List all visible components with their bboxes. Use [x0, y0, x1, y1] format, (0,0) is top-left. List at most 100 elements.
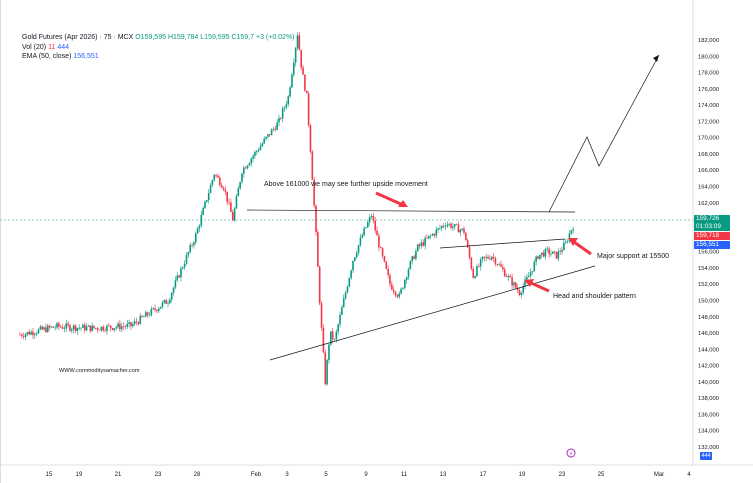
- candle-body[interactable]: [320, 303, 323, 328]
- candle-body[interactable]: [274, 128, 277, 130]
- candle-body[interactable]: [492, 256, 495, 259]
- candle-body[interactable]: [268, 134, 271, 136]
- candle-body[interactable]: [152, 308, 154, 309]
- candle-body[interactable]: [69, 325, 71, 331]
- candle-body[interactable]: [43, 327, 45, 330]
- candle-body[interactable]: [63, 328, 66, 330]
- candle-body[interactable]: [350, 270, 352, 278]
- candle-body[interactable]: [237, 188, 240, 197]
- candle-body[interactable]: [113, 328, 116, 330]
- candle-body[interactable]: [176, 275, 179, 281]
- candle-body[interactable]: [244, 167, 247, 169]
- candle-body[interactable]: [468, 247, 471, 258]
- candle-body[interactable]: [204, 201, 206, 208]
- candle-body[interactable]: [476, 266, 478, 277]
- candle-body[interactable]: [293, 62, 295, 75]
- candle-body[interactable]: [248, 163, 251, 166]
- candle-body[interactable]: [402, 287, 404, 289]
- candle-body[interactable]: [361, 235, 364, 238]
- candle-body[interactable]: [429, 235, 432, 237]
- candle-body[interactable]: [455, 224, 458, 225]
- candle-body[interactable]: [298, 35, 301, 50]
- candle-body[interactable]: [109, 325, 112, 329]
- candle-body[interactable]: [378, 235, 380, 248]
- candle-body[interactable]: [396, 295, 399, 297]
- candle-body[interactable]: [381, 248, 384, 257]
- candle-body[interactable]: [418, 244, 421, 246]
- neckline-trendline[interactable]: [439, 238, 566, 249]
- candle-body[interactable]: [442, 225, 445, 227]
- candle-body[interactable]: [472, 269, 475, 278]
- candle-body[interactable]: [182, 267, 184, 269]
- candle-body[interactable]: [243, 167, 245, 174]
- candle-body[interactable]: [104, 330, 106, 332]
- candle-body[interactable]: [67, 323, 69, 326]
- candle-body[interactable]: [502, 266, 504, 270]
- time-axis[interactable]: 15 19 21 23 28 Feb 3 5 9 11 13 17 19 23 25 Mar 4: [46, 472, 692, 478]
- candle-body[interactable]: [522, 285, 524, 293]
- candle-body[interactable]: [141, 315, 143, 317]
- candle-body[interactable]: [21, 334, 23, 337]
- candle-body[interactable]: [106, 325, 108, 332]
- candle-body[interactable]: [283, 107, 286, 109]
- candle-body[interactable]: [548, 248, 550, 255]
- candle-body[interactable]: [191, 245, 193, 246]
- price-axis[interactable]: 132,000 134,000 136,000 138,000 140,000 142,0…: [698, 38, 719, 451]
- candle-body[interactable]: [115, 327, 117, 329]
- candle-body[interactable]: [387, 268, 389, 276]
- candle-body[interactable]: [372, 216, 375, 221]
- candle-body[interactable]: [478, 266, 480, 267]
- candle-body[interactable]: [146, 312, 149, 316]
- candle-body[interactable]: [267, 134, 269, 137]
- candle-body[interactable]: [331, 331, 334, 340]
- candle-body[interactable]: [100, 326, 103, 331]
- candle-body[interactable]: [126, 323, 129, 327]
- candle-body[interactable]: [272, 128, 275, 130]
- candle-body[interactable]: [193, 242, 195, 246]
- candle-body[interactable]: [254, 151, 256, 156]
- candle-body[interactable]: [466, 240, 469, 248]
- candle-body[interactable]: [544, 248, 547, 257]
- candle-body[interactable]: [54, 327, 56, 329]
- candle-body[interactable]: [189, 245, 191, 253]
- candle-body[interactable]: [448, 223, 450, 225]
- candle-body[interactable]: [357, 245, 360, 253]
- candle-body[interactable]: [431, 234, 434, 236]
- candle-body[interactable]: [172, 287, 175, 293]
- candle-body[interactable]: [339, 314, 341, 325]
- candle-body[interactable]: [143, 316, 145, 318]
- candle-body[interactable]: [159, 306, 162, 309]
- lightning-icon[interactable]: ⚡: [566, 448, 576, 458]
- candle-body[interactable]: [39, 326, 42, 330]
- candle-body[interactable]: [518, 290, 521, 295]
- candle-body[interactable]: [435, 229, 438, 236]
- candle-body[interactable]: [187, 252, 190, 255]
- candle-body[interactable]: [280, 117, 282, 119]
- candle-body[interactable]: [154, 308, 156, 310]
- candle-body[interactable]: [479, 259, 482, 267]
- candle-body[interactable]: [426, 237, 428, 239]
- candle-body[interactable]: [250, 158, 253, 164]
- candle-body[interactable]: [278, 117, 280, 123]
- candle-body[interactable]: [405, 277, 408, 281]
- candle-body[interactable]: [376, 230, 378, 236]
- candle-body[interactable]: [326, 360, 328, 385]
- candle-body[interactable]: [370, 216, 373, 217]
- candle-body[interactable]: [133, 321, 136, 325]
- candle-body[interactable]: [304, 74, 306, 91]
- candle-body[interactable]: [461, 228, 463, 230]
- candle-body[interactable]: [374, 220, 376, 231]
- candle-body[interactable]: [206, 200, 208, 202]
- projection-path[interactable]: [548, 54, 660, 213]
- candle-body[interactable]: [111, 328, 114, 330]
- candle-body[interactable]: [124, 326, 127, 328]
- support-arrow[interactable]: [568, 238, 592, 256]
- candle-body[interactable]: [167, 303, 169, 304]
- candle-body[interactable]: [318, 266, 321, 304]
- candle-body[interactable]: [355, 252, 358, 258]
- candle-body[interactable]: [209, 185, 212, 194]
- candle-body[interactable]: [552, 251, 554, 254]
- ema-price-tag[interactable]: 156,551: [694, 241, 730, 249]
- candle-body[interactable]: [270, 129, 273, 136]
